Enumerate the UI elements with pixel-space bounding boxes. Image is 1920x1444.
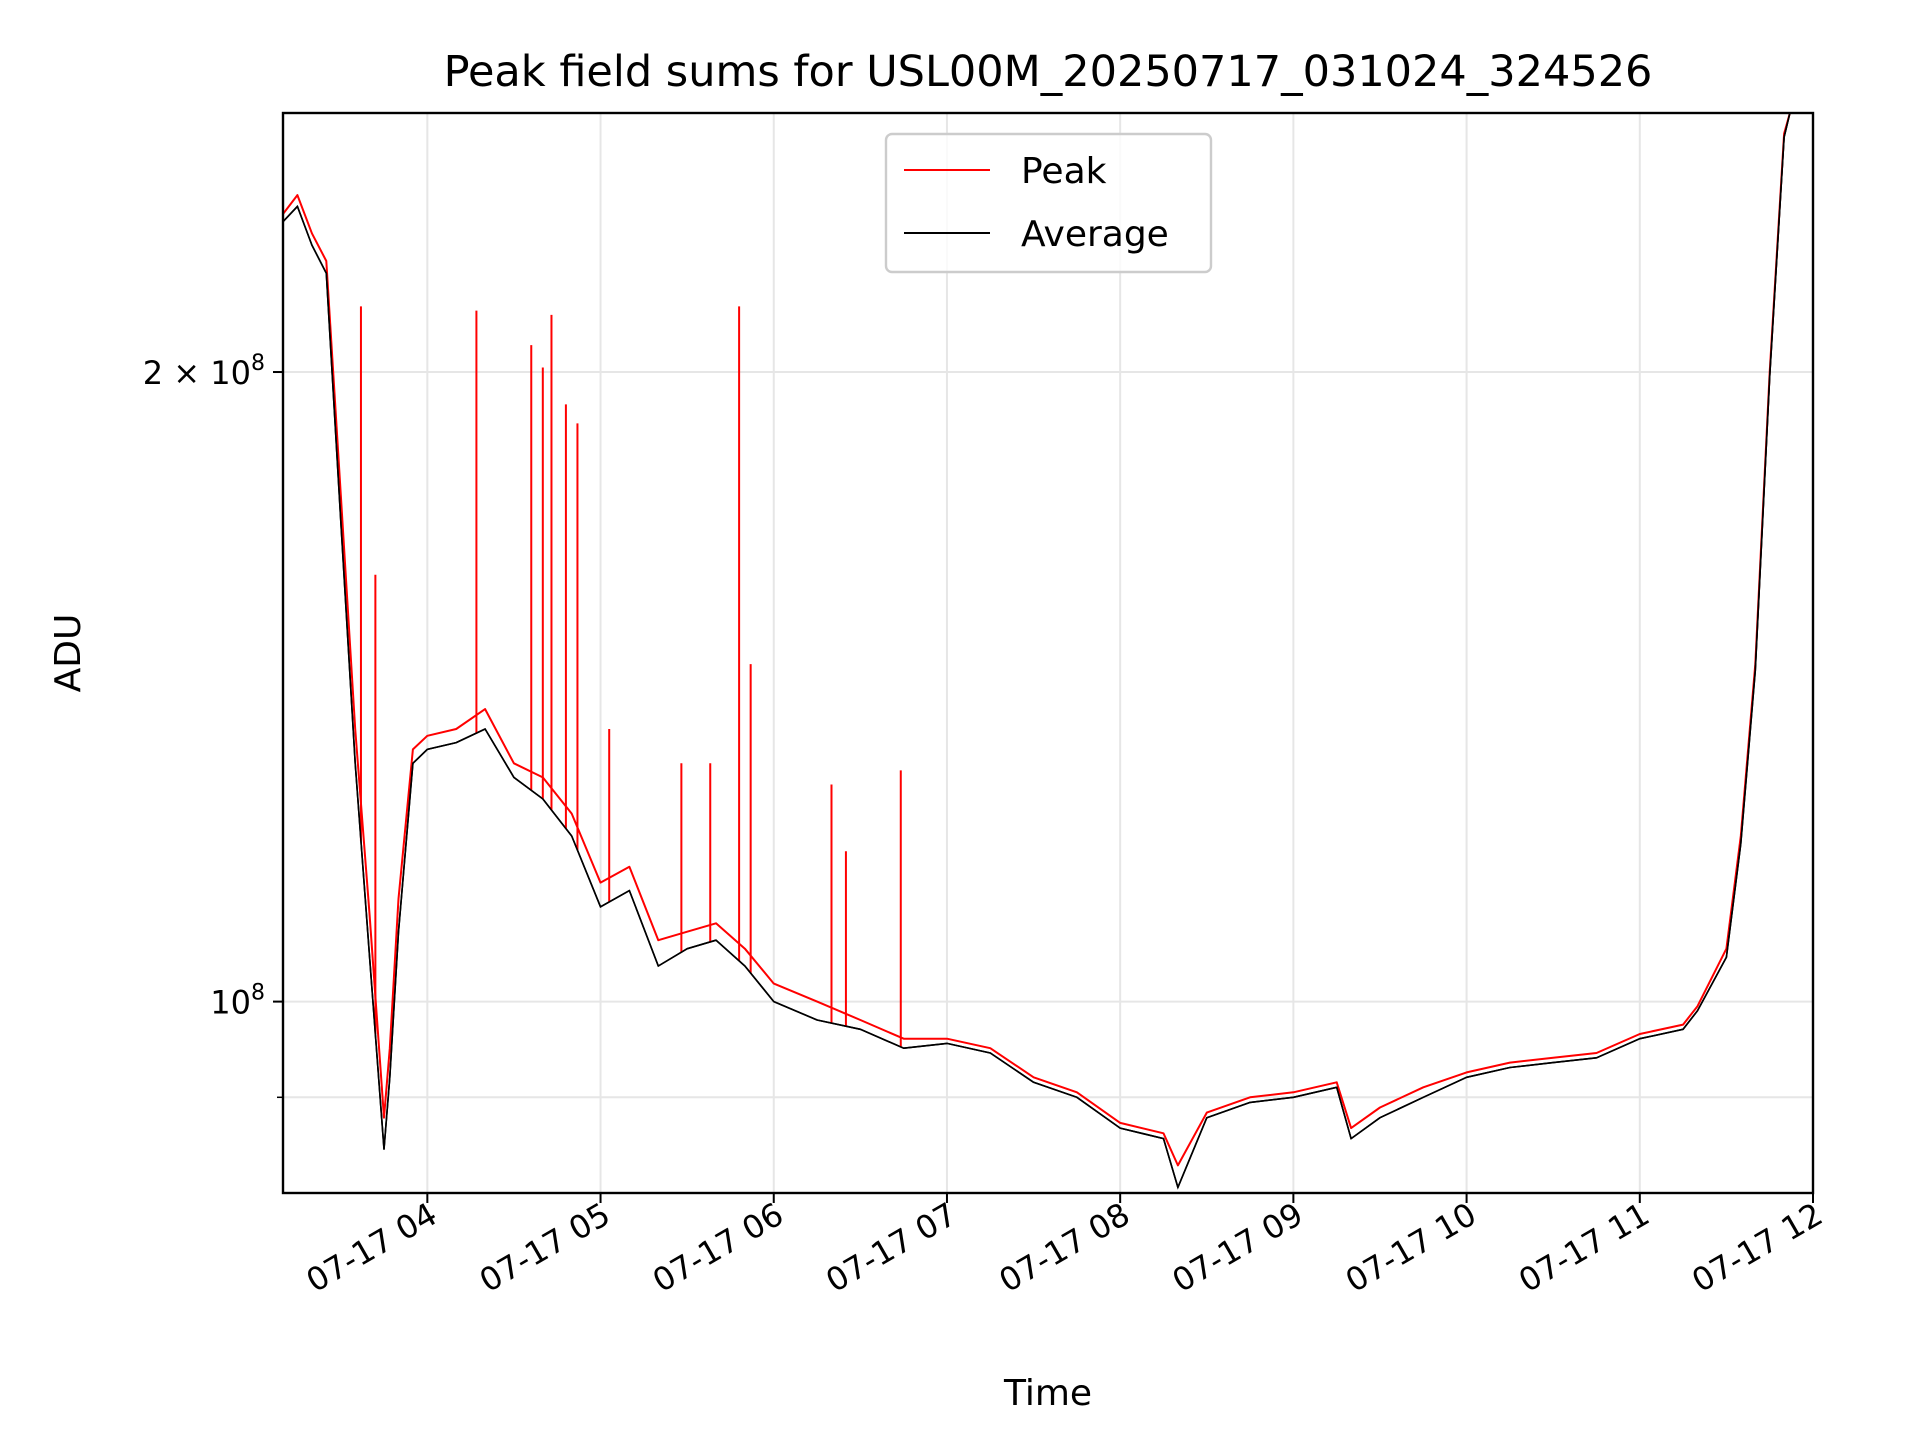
y-axis-label: ADU <box>48 614 89 693</box>
x-axis-label: Time <box>1003 1373 1092 1414</box>
legend: Peak Average <box>884 132 1213 274</box>
series-line-peak <box>283 113 1791 1167</box>
legend-box <box>884 132 1213 274</box>
y-tick-label: 2 × 108 <box>143 351 265 392</box>
chart-title: Peak field sums for USL00M_20250717_0310… <box>444 47 1653 97</box>
series-line-average-overlay <box>283 113 1791 1190</box>
plot-frame <box>281 111 1815 1195</box>
plot-area <box>283 113 1791 1190</box>
legend-label-peak: Peak <box>1021 151 1107 192</box>
legend-label-average: Average <box>1021 214 1169 255</box>
